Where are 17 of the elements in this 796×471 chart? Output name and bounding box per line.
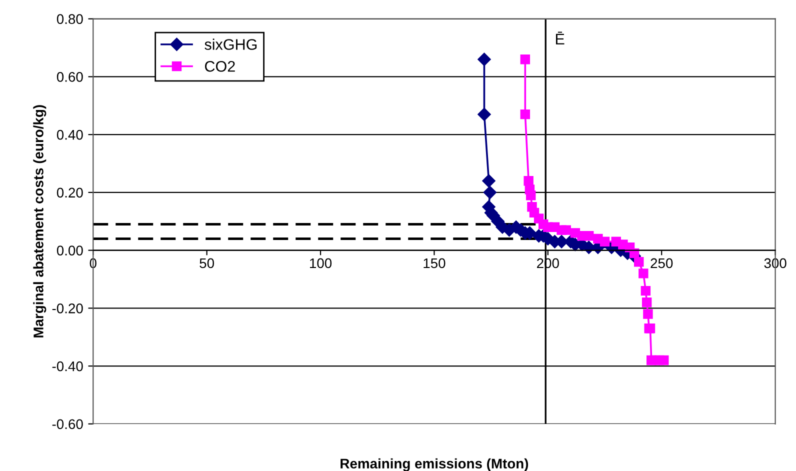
y-tick-label: 0.60 bbox=[56, 72, 83, 82]
y-tick-label: 0.20 bbox=[56, 188, 83, 198]
y-axis-title: Marginal abatement costs (euro/kg) bbox=[33, 105, 46, 338]
legend-label: sixGHG bbox=[204, 38, 257, 50]
x-tick-label: 50 bbox=[200, 258, 214, 268]
x-axis-title: Remaining emissions (Mton) bbox=[340, 458, 528, 471]
y-tick-label: -0.40 bbox=[52, 361, 83, 372]
y-tick-label: 0.00 bbox=[56, 246, 83, 256]
legend-label: CO2 bbox=[205, 60, 235, 72]
x-tick-label: 100 bbox=[310, 258, 332, 268]
y-tick-label: 0.80 bbox=[56, 14, 83, 24]
ref-line-label: Ē bbox=[556, 32, 564, 44]
y-tick-label: -0.60 bbox=[52, 419, 83, 430]
x-tick-label: 250 bbox=[650, 258, 673, 268]
y-tick-label: -0.20 bbox=[52, 304, 83, 314]
y-tick-label: 0.40 bbox=[56, 130, 83, 140]
x-tick-label: 150 bbox=[424, 258, 446, 268]
